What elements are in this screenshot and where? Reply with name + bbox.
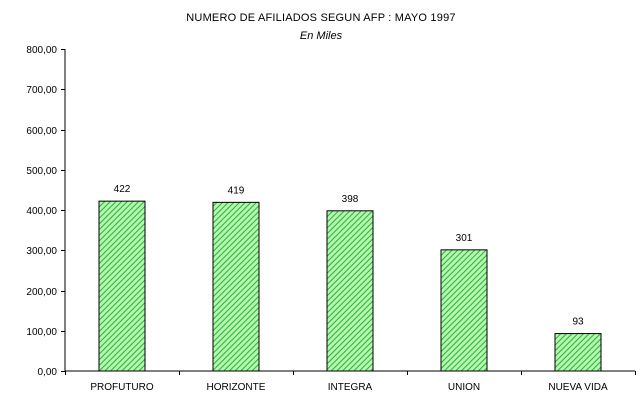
- bar-nueva-vida: [554, 333, 602, 372]
- data-label: 301: [456, 233, 473, 244]
- bar-integra: [326, 210, 374, 372]
- data-label: 422: [114, 184, 131, 195]
- bars: [98, 200, 602, 372]
- bar-horizonte: [212, 201, 260, 372]
- data-label: 93: [572, 317, 584, 328]
- y-tick-label: 800,00: [26, 45, 57, 56]
- x-tick-label: HORIZONTE: [207, 382, 266, 393]
- chart-title: NUMERO DE AFILIADOS SEGUN AFP : MAYO 199…: [186, 12, 456, 24]
- data-label: 398: [342, 194, 359, 205]
- y-tick-label: 600,00: [26, 126, 57, 137]
- data-label: 419: [228, 185, 245, 196]
- x-tick-label: PROFUTURO: [90, 382, 154, 393]
- y-tick-label: 500,00: [26, 166, 57, 177]
- y-tick-label: 400,00: [26, 206, 57, 217]
- x-tick-label: INTEGRA: [328, 382, 373, 393]
- y-tick-label: 300,00: [26, 246, 57, 257]
- bar-union: [440, 249, 488, 372]
- y-tick-label: 700,00: [26, 85, 57, 96]
- chart-subtitle: En Miles: [299, 30, 343, 42]
- x-tick-label: UNION: [448, 382, 480, 393]
- y-tick-label: 200,00: [26, 287, 57, 298]
- y-tick-label: 0,00: [38, 367, 58, 378]
- labels: 422 PROFUTURO 419 HORIZONTE 398 INTEGRA 301 UNI…: [90, 184, 608, 393]
- y-tick-label: 100,00: [26, 327, 57, 338]
- bar-profuturo: [98, 200, 146, 372]
- x-tick-label: NUEVA VIDA: [548, 382, 608, 393]
- axes: 0,00 100,00 200,00 300,00 400,00 500,00 600,00…: [26, 45, 636, 378]
